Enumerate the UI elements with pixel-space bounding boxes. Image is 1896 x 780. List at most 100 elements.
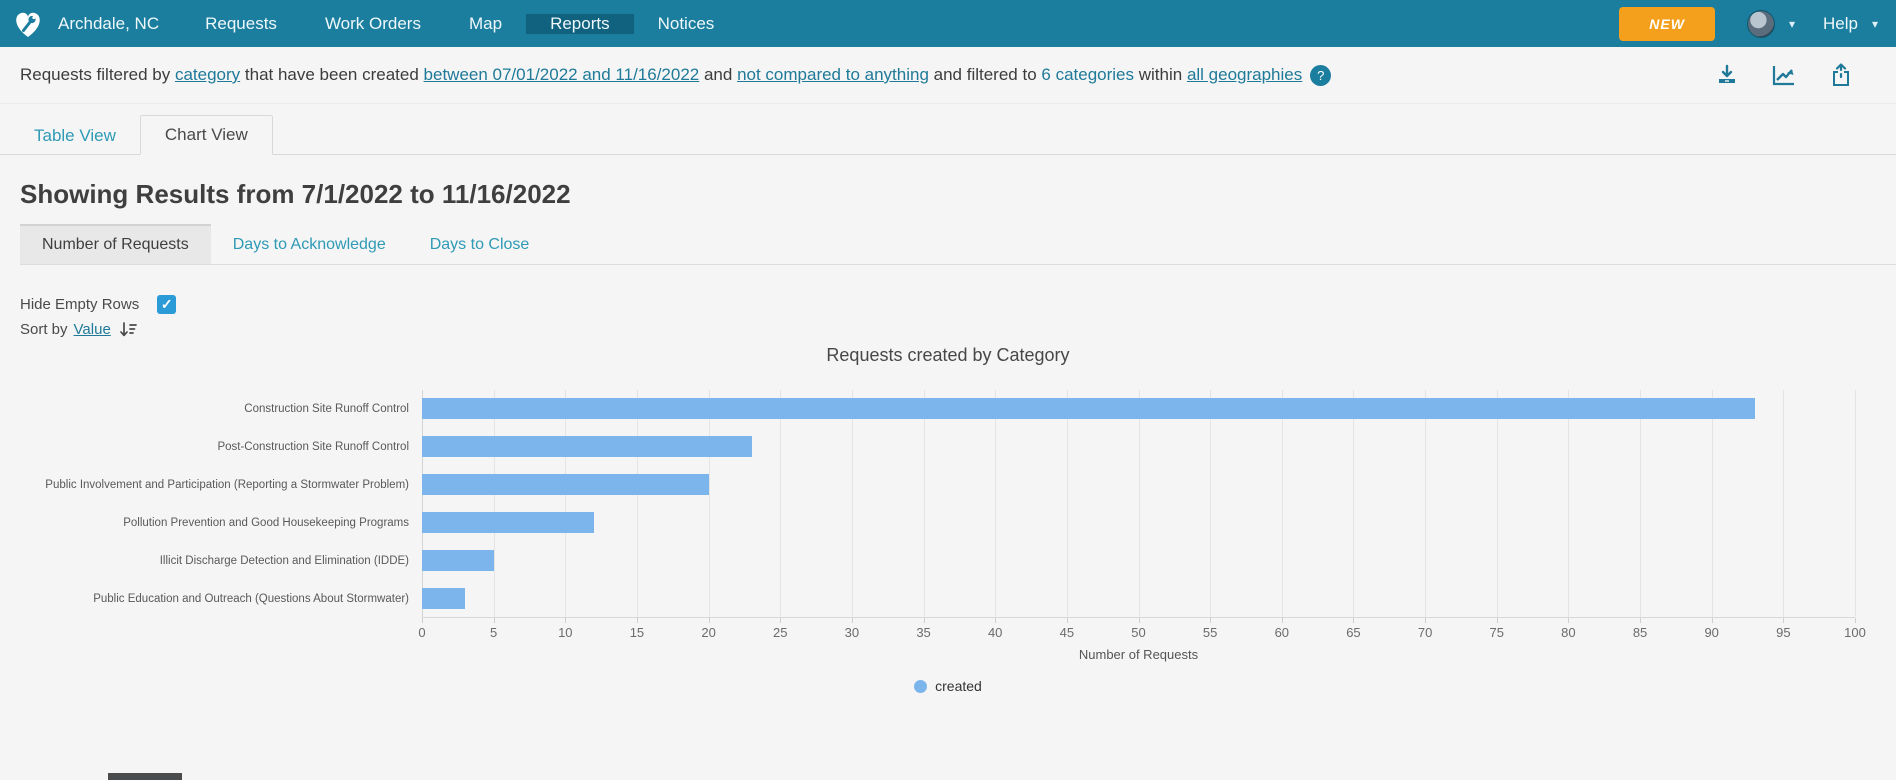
gridline <box>1138 390 1140 617</box>
gridline <box>995 390 997 617</box>
category-label: Post-Construction Site Runoff Control <box>217 441 409 453</box>
tick-label: 40 <box>987 625 1003 640</box>
nav-item-work-orders[interactable]: Work Orders <box>324 13 421 33</box>
gridline <box>1640 390 1642 617</box>
gridline <box>708 390 710 617</box>
results-heading: Showing Results from 7/1/2022 to 11/16/2… <box>20 179 571 209</box>
gridline <box>1066 390 1068 617</box>
tick-mark <box>1855 618 1856 623</box>
help-menu[interactable]: Help <box>1823 13 1858 33</box>
filter-link[interactable]: all geographies <box>1186 65 1303 84</box>
bar-row: Illicit Discharge Detection and Eliminat… <box>160 542 1855 580</box>
bar-created[interactable] <box>422 588 465 609</box>
tick-label: 65 <box>1346 625 1361 640</box>
tick-mark <box>1066 618 1068 623</box>
line-chart-icon[interactable] <box>1772 64 1796 86</box>
nav-item-reports[interactable]: Reports <box>526 13 634 34</box>
sort-by-value-link[interactable]: Value <box>73 321 111 338</box>
app-logo[interactable] <box>0 8 56 40</box>
tab-chart-view[interactable]: Chart View <box>139 115 273 155</box>
nav-item-notices[interactable]: Notices <box>657 13 715 33</box>
bar-chart: Requests created by Category Constructio… <box>0 345 1896 694</box>
filter-link[interactable]: between 07/01/2022 and 11/16/2022 <box>423 65 700 84</box>
filter-text-segment: and <box>699 65 738 84</box>
tick-label: 50 <box>1131 625 1146 640</box>
filter-summary-text: Requests filtered by category that have … <box>20 65 1302 85</box>
new-request-button[interactable]: NEW <box>1619 6 1715 41</box>
bar-row: Public Education and Outreach (Questions… <box>93 580 1855 618</box>
filter-text-segment: that have been created <box>240 65 424 84</box>
bar-created[interactable] <box>422 474 709 495</box>
bar-row: Construction Site Runoff Control <box>244 390 1855 428</box>
tick-mark <box>1425 618 1427 623</box>
heart-wrench-logo-icon <box>16 12 40 37</box>
org-name[interactable]: Archdale, NC <box>58 13 160 33</box>
gridline <box>422 390 423 617</box>
tick-label: 75 <box>1489 625 1504 640</box>
tick-mark <box>1640 618 1642 623</box>
tick-mark <box>1281 618 1283 623</box>
bar-created[interactable] <box>422 398 1755 419</box>
bar-created[interactable] <box>422 436 752 457</box>
gridline <box>1496 390 1498 617</box>
sort-by-label: Sort by <box>20 321 68 338</box>
gridline <box>1353 390 1355 617</box>
bar-created[interactable] <box>422 550 494 571</box>
tick-label: 45 <box>1059 625 1075 640</box>
tick-mark <box>493 618 495 623</box>
gridline <box>1425 390 1427 617</box>
main-nav: Requests Work Orders Map Reports Notices <box>181 13 738 34</box>
metric-tab-number-of-requests[interactable]: Number of Requests <box>20 224 211 264</box>
metric-tab-days-to-close[interactable]: Days to Close <box>429 236 530 253</box>
nav-item-requests[interactable]: Requests <box>205 13 277 33</box>
chart-legend-item[interactable]: created <box>0 678 1896 694</box>
tick-mark <box>1496 618 1498 623</box>
filter-link[interactable]: 6 categories <box>1041 65 1135 84</box>
user-avatar[interactable] <box>1746 9 1775 38</box>
chart-title: Requests created by Category <box>826 345 1070 365</box>
tick-mark <box>995 618 997 623</box>
bar-row: Pollution Prevention and Good Housekeepi… <box>123 504 1855 542</box>
filter-help-badge[interactable]: ? <box>1310 64 1332 86</box>
help-menu-caret-icon[interactable]: ▾ <box>1871 16 1878 31</box>
sort-descending-icon[interactable] <box>119 321 137 338</box>
tick-label: 90 <box>1704 625 1719 640</box>
gridline <box>851 390 853 617</box>
bar-row: Post-Construction Site Runoff Control <box>217 428 1855 466</box>
nav-item-map[interactable]: Map <box>468 13 503 33</box>
chart-controls: Hide Empty Rows ✓ Sort by Value <box>20 295 1896 338</box>
chart-x-axis: 0 5 10 15 20 25 30 35 40 45 50 55 60 65 70 75 80 85 90 95 10… <box>418 618 1866 644</box>
filter-text-segment: within <box>1134 65 1187 84</box>
gridline <box>565 390 567 617</box>
top-navbar: Archdale, NC Requests Work Orders Map Repor… <box>0 0 1896 47</box>
share-icon[interactable] <box>1830 63 1852 87</box>
hide-empty-rows-checkbox[interactable]: ✓ <box>157 295 177 314</box>
category-label: Illicit Discharge Detection and Eliminat… <box>159 555 409 567</box>
tick-mark <box>1353 618 1355 623</box>
category-label: Construction Site Runoff Control <box>244 403 409 415</box>
gridline <box>1281 390 1283 617</box>
horizontal-scrollbar-thumb[interactable] <box>108 773 182 780</box>
tick-label: 30 <box>844 625 860 640</box>
chart-plot-area: Construction Site Runoff Control Post-Con… <box>45 390 1856 618</box>
download-icon[interactable] <box>1716 64 1738 86</box>
filter-link[interactable]: not compared to anything <box>737 65 929 84</box>
gridline <box>780 390 782 617</box>
hide-empty-rows-label: Hide Empty Rows <box>20 296 140 313</box>
gridline <box>1855 390 1856 617</box>
filter-summary-bar: Requests filtered by category that have … <box>0 47 1896 104</box>
tick-mark <box>422 618 423 623</box>
metric-tab-days-to-acknowledge[interactable]: Days to Acknowledge <box>232 236 386 253</box>
filter-link[interactable]: category <box>174 65 241 84</box>
gridline <box>1210 390 1212 617</box>
tick-label: 5 <box>490 625 498 640</box>
tick-label: 20 <box>701 625 716 640</box>
filter-text-segment: and filtered to <box>928 65 1042 84</box>
user-menu-caret-icon[interactable]: ▾ <box>1788 16 1795 31</box>
tick-mark <box>565 618 567 623</box>
filter-text-segment: Requests filtered by <box>20 65 175 84</box>
tab-table-view[interactable]: Table View <box>34 126 116 145</box>
tick-mark <box>708 618 710 623</box>
bar-created[interactable] <box>422 512 594 533</box>
x-axis-label: Number of Requests <box>1078 647 1199 662</box>
